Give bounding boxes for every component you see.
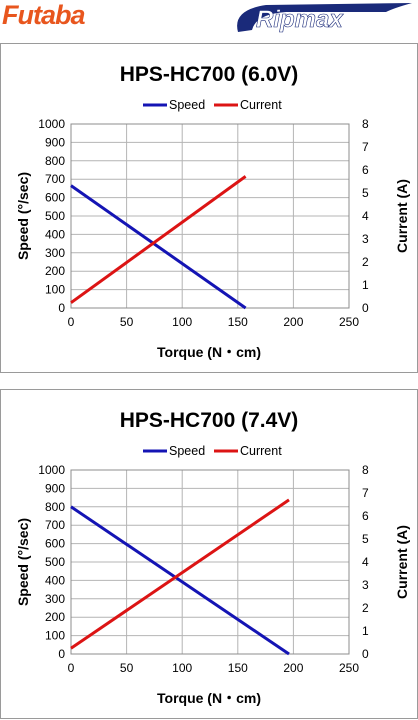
chart-panel-6v: HPS-HC700 (6.0V) Speed Current 0 100 200 300 40… [0,43,418,373]
y2-tick-label: 0 [362,301,369,315]
chart-title: HPS-HC700 (7.4V) [120,409,299,432]
y2-axis-title: Current (A) [394,179,410,253]
y-tick-label: 600 [45,191,65,205]
x-tick-label: 0 [68,315,75,329]
y2-tick-label: 7 [362,486,369,500]
y-tick-label: 1000 [38,117,65,131]
y2-tick-label: 7 [362,140,369,154]
y-tick-label: 700 [45,518,65,532]
y-tick-label: 500 [45,555,65,569]
y2-tick-label: 2 [362,255,369,269]
y2-tick-label: 3 [362,232,369,246]
series-line-current [70,498,290,650]
x-tick-label: 50 [120,315,134,329]
plot-area-border [70,123,350,309]
chart-7v4: HPS-HC700 (7.4V)Speed Current010020030040… [15,409,410,706]
y-tick-label: 200 [45,264,65,278]
y2-tick-label: 1 [362,278,369,292]
legend-label-current: Current [240,98,282,112]
legend-label-speed: Speed [169,98,205,112]
y-tick-label: 700 [45,172,65,186]
y2-tick-label: 8 [362,117,369,131]
legend-label-speed: Speed [169,444,205,458]
x-tick-label: 200 [283,315,303,329]
y-tick-label: 100 [45,629,65,643]
y2-axis-title: Current (A) [394,525,410,599]
y2-tick-label: 6 [362,509,369,523]
y-tick-label: 400 [45,227,65,241]
y-tick-label: 500 [45,209,65,223]
x-tick-label: 200 [283,661,303,675]
series-line-speed [70,505,290,656]
logo-bar: Futaba Ripmax [0,0,418,36]
ripmax-logo-text: Ripmax [256,6,344,33]
x-tick-label: 150 [228,315,248,329]
y-tick-label: 300 [45,592,65,606]
y2-tick-label: 5 [362,532,369,546]
series-line-speed [70,184,247,310]
y2-tick-label: 3 [362,578,369,592]
y-tick-label: 100 [45,283,65,297]
y-tick-label: 0 [58,647,65,661]
y-tick-label: 300 [45,246,65,260]
y-axis-title: Speed (°/sec) [15,518,31,606]
chart-title: HPS-HC700 (6.0V) [120,63,299,86]
x-tick-label: 150 [228,661,248,675]
y-axis-title: Speed (°/sec) [15,172,31,260]
y2-tick-label: 2 [362,601,369,615]
y2-tick-label: 8 [362,463,369,477]
futaba-logo: Futaba [2,0,86,30]
y2-tick-label: 1 [362,624,369,638]
y-tick-label: 200 [45,610,65,624]
plot-area-border [70,469,350,655]
ripmax-logo: Ripmax [237,3,412,33]
y-tick-label: 600 [45,537,65,551]
y2-tick-label: 5 [362,186,369,200]
y-tick-label: 0 [58,301,65,315]
x-tick-label: 250 [339,661,359,675]
y2-tick-label: 4 [362,209,369,223]
x-tick-label: 100 [172,661,192,675]
y-tick-label: 900 [45,135,65,149]
x-tick-label: 50 [120,661,134,675]
y2-tick-label: 0 [362,647,369,661]
x-tick-label: 100 [172,315,192,329]
y-tick-label: 800 [45,154,65,168]
series-line-current [70,175,247,304]
legend-label-current: Current [240,444,282,458]
y-tick-label: 800 [45,500,65,514]
y2-tick-label: 6 [362,163,369,177]
y-tick-label: 900 [45,481,65,495]
chart-panel-7v4: HPS-HC700 (7.4V) Speed Current 0 100 200 300 40… [0,389,418,719]
y-tick-label: 400 [45,573,65,587]
x-axis-title: Torque (N・cm) [157,344,261,360]
y-tick-label: 1000 [38,463,65,477]
y2-tick-label: 4 [362,555,369,569]
x-axis-title: Torque (N・cm) [157,690,261,706]
chart-6v: HPS-HC700 (6.0V)Speed Current010020030040… [15,63,410,360]
x-tick-label: 250 [339,315,359,329]
x-tick-label: 0 [68,661,75,675]
ripmax-logo-swoosh [237,3,412,32]
